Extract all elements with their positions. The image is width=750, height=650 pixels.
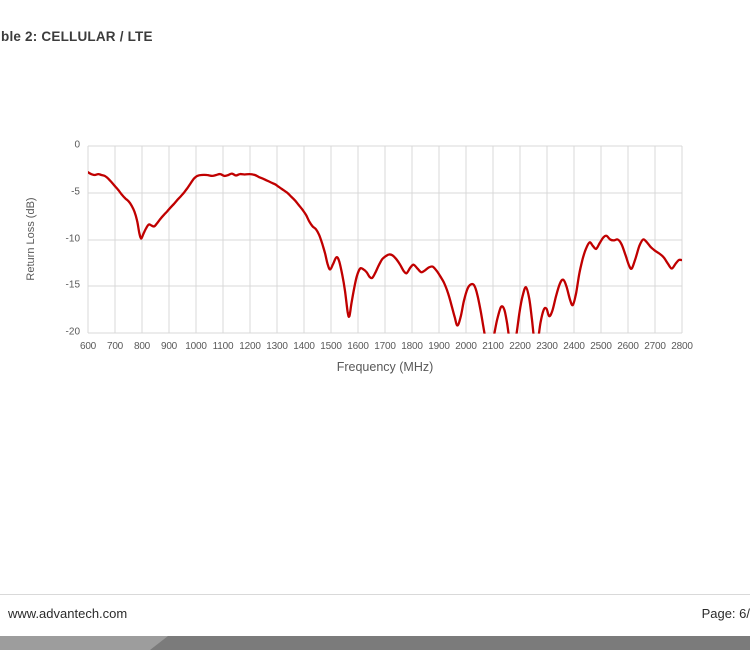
x-tick-label: 2600 <box>617 341 639 352</box>
x-tick-label: 1900 <box>428 341 450 352</box>
x-tick-label: 2100 <box>482 341 504 352</box>
x-tick-label: 2300 <box>536 341 558 352</box>
x-tick-label: 1300 <box>266 341 288 352</box>
footer-website-link[interactable]: www.advantech.com <box>8 606 128 621</box>
plot-area <box>87 145 683 334</box>
footer-divider <box>0 594 750 595</box>
x-tick-label: 800 <box>133 341 151 352</box>
y-tick-label: -20 <box>65 326 80 338</box>
x-tick-label: 700 <box>106 341 124 352</box>
x-tick-label: 1600 <box>347 341 369 352</box>
x-tick-label: 2800 <box>671 341 693 352</box>
x-tick-label: 2000 <box>455 341 477 352</box>
x-tick-label: 2700 <box>644 341 666 352</box>
footer-band-dark-segment <box>0 636 750 650</box>
section-title: ble 2: CELLULAR / LTE <box>1 29 153 44</box>
x-tick-label: 1100 <box>212 341 234 352</box>
footer-band <box>0 636 750 650</box>
y-tick-label: 0 <box>74 139 80 151</box>
x-tick-label: 2200 <box>509 341 531 352</box>
x-tick-label: 1000 <box>185 341 207 352</box>
x-tick-label: 600 <box>79 341 97 352</box>
x-tick-label: 1700 <box>374 341 396 352</box>
footer-band-light-segment <box>0 636 168 650</box>
return-loss-chart: Return Loss (dB) 0 -5 -10 -15 -20 600 700 800 9… <box>0 60 750 375</box>
y-axis-title: Return Loss (dB) <box>25 197 37 281</box>
y-tick-label: -5 <box>71 186 80 198</box>
x-tick-label: 2400 <box>563 341 585 352</box>
x-axis-title: Frequency (MHz) <box>336 360 434 374</box>
x-tick-label: 1400 <box>293 341 315 352</box>
x-tick-label: 900 <box>160 341 178 352</box>
x-tick-label: 2500 <box>590 341 612 352</box>
return-loss-series-line <box>88 171 682 334</box>
x-tick-label: 1200 <box>239 341 261 352</box>
y-tick-label: -10 <box>65 233 80 244</box>
x-tick-label: 1500 <box>320 341 342 352</box>
footer-page-number: Page: 6/ <box>701 606 750 621</box>
y-tick-label: -15 <box>65 279 80 291</box>
x-tick-label: 1800 <box>401 341 423 352</box>
x-axis-ticks: 600 700 800 900 1000 1100 1200 1300 1400 1500 1600… <box>80 341 693 353</box>
